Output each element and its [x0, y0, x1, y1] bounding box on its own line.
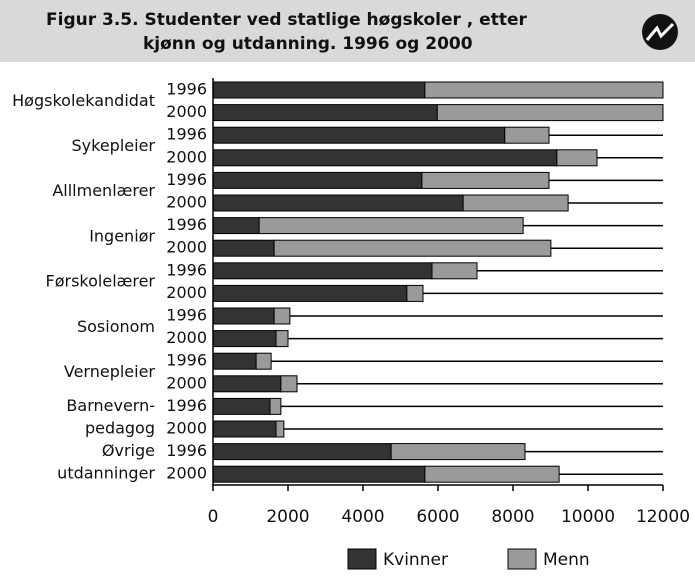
legend-label: Menn [543, 550, 590, 570]
chart-title: Figur 3.5. Studenter ved statlige høgsko… [46, 10, 527, 30]
logo-icon [642, 14, 678, 50]
bar-segment [212, 194, 464, 212]
x-tick-label: 10000 [561, 507, 615, 527]
group-label: Vernepleier [64, 362, 156, 381]
bar-segment [258, 217, 524, 235]
bar-segment [421, 171, 550, 189]
bar-segment [390, 443, 526, 461]
bar-segment [212, 217, 260, 235]
y-tick-label: 1996 [166, 441, 207, 460]
y-tick-label: 1996 [166, 125, 207, 144]
group-label: Sykepleier [72, 136, 156, 155]
bar-segment [275, 330, 289, 348]
bar-segment [275, 420, 285, 438]
bar-segment [273, 307, 291, 325]
group-label: Høgskolekandidat [12, 91, 155, 110]
group-label: pedagog [85, 419, 155, 438]
group-label: utdanninger [57, 464, 155, 483]
bar-segment [556, 149, 598, 167]
group-label: Ingeniør [89, 226, 155, 245]
group-label: Barnevern- [66, 396, 155, 415]
y-tick-label: 2000 [166, 419, 207, 438]
bar-segment [406, 284, 424, 302]
bar-segment [212, 443, 392, 461]
y-tick-label: 2000 [166, 238, 207, 257]
bar-segment [212, 330, 277, 348]
x-tick-label: 2000 [266, 507, 309, 527]
group-label: Alllmenlærer [52, 181, 155, 200]
bar-segment [212, 239, 275, 257]
bar-segment [504, 126, 550, 144]
y-tick-label: 1996 [166, 80, 207, 99]
group-label: Øvrige [102, 441, 155, 460]
y-tick-label: 2000 [166, 193, 207, 212]
bar-segment [212, 397, 271, 415]
y-tick-label: 2000 [166, 328, 207, 347]
bar-segment [212, 352, 257, 370]
legend-swatch [507, 548, 537, 570]
y-tick-label: 1996 [166, 351, 207, 370]
bar-segment [212, 262, 433, 280]
x-tick-label: 8000 [491, 507, 534, 527]
y-tick-label: 1996 [166, 396, 207, 415]
bar-segment [212, 420, 277, 438]
title-background [0, 0, 695, 62]
bar-segment [212, 171, 423, 189]
y-tick-label: 2000 [166, 464, 207, 483]
x-tick-label: 12000 [636, 507, 690, 527]
y-tick-label: 1996 [166, 260, 207, 279]
y-tick-label: 2000 [166, 147, 207, 166]
y-tick-label: 2000 [166, 283, 207, 302]
y-tick-label: 1996 [166, 306, 207, 325]
bar-segment [436, 104, 664, 122]
bar-segment [424, 465, 560, 483]
y-tick-label: 2000 [166, 102, 207, 121]
bar-segment [212, 465, 426, 483]
chart-title: kjønn og utdanning. 1996 og 2000 [143, 34, 473, 54]
bar-segment [212, 284, 408, 302]
y-tick-label: 2000 [166, 373, 207, 392]
x-tick-label: 6000 [416, 507, 459, 527]
group-label: Førskolelærer [46, 272, 156, 291]
bar-segment [280, 375, 298, 393]
bar-segment [273, 239, 552, 257]
legend-swatch [347, 548, 377, 570]
bar-segment [269, 397, 282, 415]
bar-segment [212, 375, 282, 393]
bar-segment [212, 104, 438, 122]
bar-segment [255, 352, 272, 370]
group-label: Sosionom [77, 317, 155, 336]
bar-segment [431, 262, 478, 280]
x-tick-label: 0 [208, 507, 219, 527]
bar-segment [212, 307, 275, 325]
bar-segment [424, 81, 664, 99]
y-tick-label: 1996 [166, 170, 207, 189]
y-tick-label: 1996 [166, 215, 207, 234]
legend-label: Kvinner [383, 550, 448, 570]
x-tick-label: 4000 [341, 507, 384, 527]
bar-segment [462, 194, 569, 212]
bar-segment [212, 149, 558, 167]
bar-segment [212, 81, 426, 99]
bar-segment [212, 126, 506, 144]
